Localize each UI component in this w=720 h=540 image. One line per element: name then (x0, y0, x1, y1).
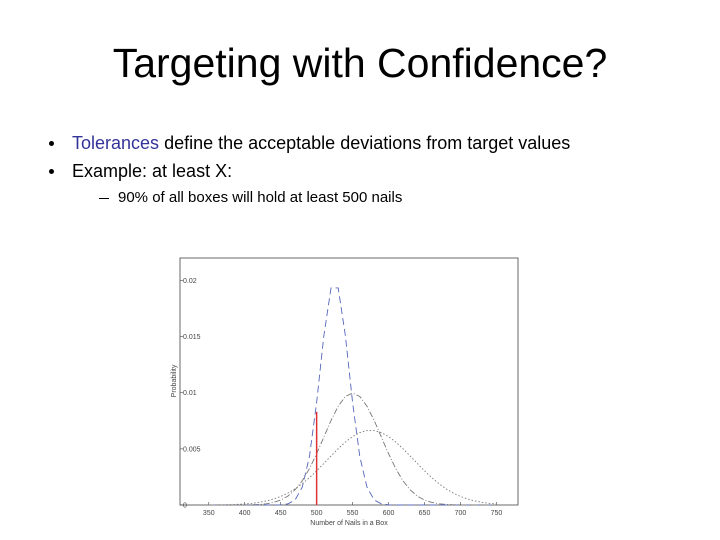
bullet-text: Example: at least X: (72, 161, 233, 181)
y-tick-label: 0.02 (183, 278, 197, 285)
curve (208, 392, 497, 506)
highlight: Tolerances (72, 133, 160, 153)
y-tick-label: 0.015 (183, 334, 201, 341)
x-tick-label: 350 (203, 510, 215, 517)
x-tick-label: 650 (419, 510, 431, 517)
sub-bullet: 90% of all boxes will hold at least 500 … (118, 189, 403, 206)
x-tick-label: 500 (311, 510, 323, 517)
bullet: Example: at least X: (72, 161, 232, 182)
bullet-dot (49, 169, 54, 174)
sub-bullet-dash (99, 198, 109, 200)
x-tick-label: 400 (239, 510, 251, 517)
bullet-text: define the acceptable deviations from ta… (164, 133, 571, 153)
bullet-dot (49, 141, 54, 146)
slide-title: Targeting with Confidence? (112, 40, 608, 86)
x-axis-label: Number of Nails in a Box (310, 520, 388, 527)
y-tick-label: 0.01 (183, 390, 197, 397)
x-tick-label: 550 (347, 510, 359, 517)
bullet: Tolerances define the acceptable deviati… (72, 133, 570, 154)
x-tick-label: 450 (275, 510, 287, 517)
y-tick-label: 0 (183, 503, 187, 510)
x-tick-label: 600 (383, 510, 395, 517)
y-axis-label: Probability (171, 364, 178, 397)
x-tick-label: 700 (455, 510, 467, 517)
plot-frame (179, 257, 519, 506)
y-tick-label: 0.005 (183, 446, 201, 453)
x-tick-label: 750 (491, 510, 503, 517)
